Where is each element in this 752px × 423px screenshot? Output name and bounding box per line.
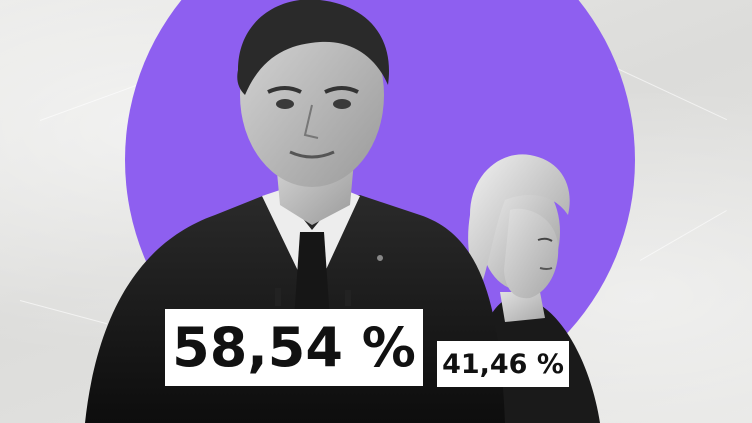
runner-up-percent-label: 41,46 % — [437, 341, 569, 387]
winner-percent-label: 58,54 % — [165, 309, 423, 386]
